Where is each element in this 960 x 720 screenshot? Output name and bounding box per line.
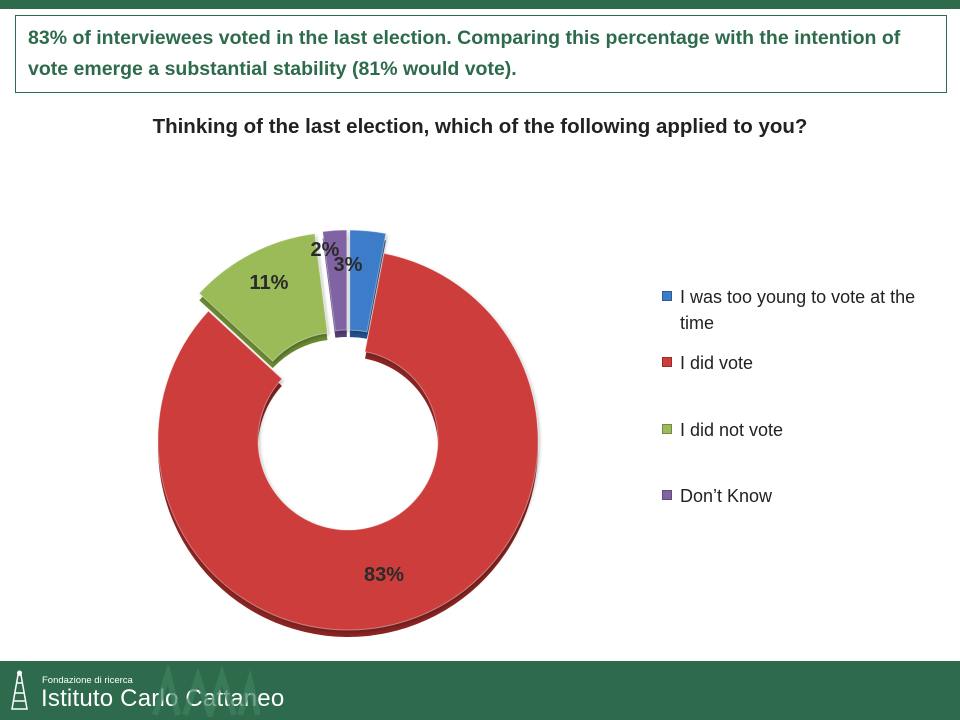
data-label-dont-know: 2% bbox=[311, 239, 340, 261]
slice-too-young-face bbox=[349, 229, 387, 333]
chart-title: Thinking of the last election, which of … bbox=[152, 115, 808, 138]
slice-did-vote bbox=[157, 252, 539, 637]
slice-did-not-vote bbox=[198, 233, 328, 369]
slice-too-young bbox=[349, 229, 387, 339]
legend-label-did-vote: I did vote bbox=[680, 353, 754, 373]
slice-did-vote-face bbox=[157, 252, 539, 631]
footer-bar: Fondazione di ricerca Istituto Carlo Cat… bbox=[0, 661, 960, 720]
slice-dont-know bbox=[322, 229, 348, 338]
footer-subtitle: Fondazione di ricerca bbox=[42, 675, 133, 686]
data-label-did-vote: 83% bbox=[364, 564, 404, 586]
slice-did-not-vote-face bbox=[198, 233, 328, 362]
legend-swatch-dont-know bbox=[662, 490, 672, 500]
legend-item-did-vote: I did vote bbox=[662, 350, 950, 376]
data-label-too-young: 3% bbox=[334, 254, 363, 276]
legend-swatch-too-young bbox=[662, 291, 672, 301]
institute-emblem-icon bbox=[11, 670, 28, 710]
legend-label-too-young: I was too young to vote at the time bbox=[680, 287, 916, 333]
slice-dont-know-face bbox=[322, 229, 348, 332]
legend-label-did-not-vote: I did not vote bbox=[680, 420, 784, 440]
footer-decoration bbox=[152, 665, 260, 717]
data-label-did-not-vote: 11% bbox=[250, 272, 289, 294]
legend-label-dont-know: Don’t Know bbox=[680, 486, 773, 506]
doughnut-chart: 3% 83% 11% 2% bbox=[157, 229, 539, 637]
headline-box: 83% of interviewees voted in the last el… bbox=[15, 15, 947, 93]
headline-text: 83% of interviewees voted in the last el… bbox=[28, 27, 901, 80]
top-accent-bar bbox=[0, 0, 960, 9]
legend-item-too-young: I was too young to vote at the time bbox=[662, 284, 950, 336]
legend-item-did-not-vote: I did not vote bbox=[662, 417, 950, 443]
legend-swatch-did-not-vote bbox=[662, 424, 672, 434]
legend-swatch-did-vote bbox=[662, 357, 672, 367]
legend-item-dont-know: Don’t Know bbox=[662, 483, 950, 509]
